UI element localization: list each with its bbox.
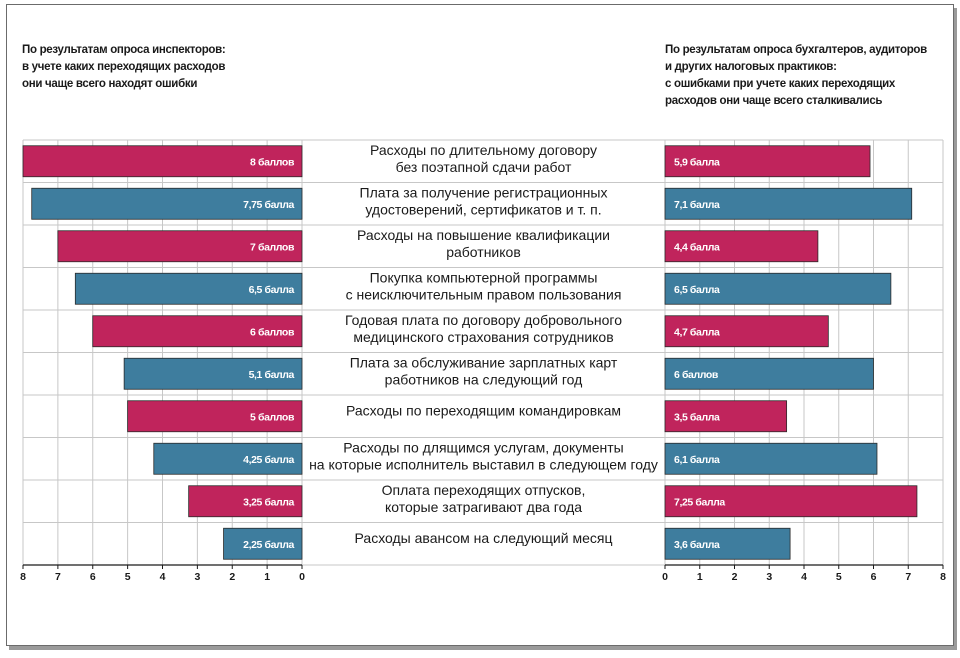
- right-bar-value-label: 7,25 балла: [674, 496, 725, 508]
- left-tick-label: 5: [125, 571, 131, 583]
- category-label-line: Расходы авансом на следующий месяц: [355, 530, 613, 546]
- category-label-line: которые затрагивают два года: [385, 499, 582, 515]
- right-bar-value-label: 6 баллов: [674, 369, 719, 381]
- left-bar: [57, 230, 303, 263]
- left-bar-value-label: 5,1 балла: [249, 369, 295, 381]
- category-label-line: Покупка компьютерной программы: [370, 269, 598, 285]
- right-bar: [664, 485, 918, 518]
- left-tick-label: 4: [160, 571, 166, 583]
- category-label-line: Расходы по длящимся услугам, документы: [343, 439, 623, 455]
- right-bar: [664, 230, 819, 263]
- left-bar-value-label: 2,25 балла: [243, 539, 294, 551]
- right-tick-label: 0: [662, 571, 668, 583]
- category-label: Годовая плата по договору добровольного м…: [345, 312, 622, 345]
- category-label: Покупка компьютерной программы с неисключ…: [346, 269, 622, 302]
- right-bar-value-label: 3,5 балла: [674, 411, 720, 423]
- left-bar: [127, 400, 303, 433]
- category-label: Расходы авансом на следующий месяц: [355, 530, 613, 546]
- category-label-line: работников на следующий год: [385, 371, 583, 387]
- category-label-line: Плата за получение регистрационных: [360, 184, 608, 200]
- left-bar: [223, 527, 303, 560]
- category-label: Плата за получение регистрационных удосто…: [360, 184, 608, 217]
- left-tick-label: 6: [90, 571, 96, 583]
- category-label-line: Плата за обслуживание зарплатных карт: [350, 354, 618, 370]
- left-bar: [22, 145, 303, 178]
- category-label-line: Годовая плата по договору добровольного: [345, 312, 622, 328]
- right-tick-label: 6: [871, 571, 877, 583]
- right-bar-value-label: 3,6 балла: [674, 539, 720, 551]
- left-bar-value-label: 8 баллов: [250, 156, 295, 168]
- category-label: Расходы по длящимся услугам, документы на…: [309, 439, 658, 472]
- left-tick-label: 1: [264, 571, 270, 583]
- right-tick-label: 4: [801, 571, 807, 583]
- category-label: Плата за обслуживание зарплатных карт раб…: [350, 354, 618, 387]
- category-label: Расходы на повышение квалификации работни…: [357, 227, 610, 260]
- left-bar-value-label: 6,5 балла: [249, 284, 295, 296]
- left-chart-title: По результатам опроса инспекторов: в уче…: [22, 44, 226, 90]
- left-bar-value-label: 3,25 балла: [243, 496, 294, 508]
- right-bar-value-label: 6,5 балла: [674, 284, 720, 296]
- right-bar: [664, 187, 913, 220]
- category-label-line: медицинского страхования сотрудников: [353, 329, 613, 345]
- right-chart-title: По результатам опроса бухгалтеров, аудит…: [665, 44, 927, 107]
- left-bar-value-label: 4,25 балла: [243, 454, 294, 466]
- left-tick-label: 8: [20, 571, 26, 583]
- right-bar: [664, 145, 871, 178]
- left-tick-label: 3: [194, 571, 200, 583]
- category-label-line: с неисключительным правом пользования: [346, 286, 622, 302]
- category-label-line: удостоверений, сертификатов и т. п.: [365, 201, 601, 217]
- right-tick-label: 5: [836, 571, 842, 583]
- left-bar: [74, 272, 303, 305]
- left-bar: [92, 315, 303, 348]
- category-label: Расходы по переходящим командировкам: [346, 402, 621, 418]
- right-bar-value-label: 4,4 балла: [674, 241, 720, 253]
- left-bar-value-label: 6 баллов: [250, 326, 295, 338]
- left-bar: [31, 187, 303, 220]
- right-bar-value-label: 5,9 балла: [674, 156, 720, 168]
- left-bar-value-label: 7 баллов: [250, 241, 295, 253]
- right-tick-label: 2: [732, 571, 738, 583]
- category-label: Оплата переходящих отпусков, которые затр…: [382, 482, 586, 515]
- left-bar-value-label: 7,75 балла: [243, 199, 294, 211]
- left-tick-label: 2: [229, 571, 235, 583]
- right-bar: [664, 272, 892, 305]
- left-tick-label: 7: [55, 571, 61, 583]
- category-label-line: работников: [446, 244, 521, 260]
- category-label-line: Расходы на повышение квалификации: [357, 227, 610, 243]
- right-tick-label: 7: [905, 571, 911, 583]
- right-bar: [664, 527, 791, 560]
- right-bar: [664, 442, 878, 475]
- right-bar: [664, 315, 829, 348]
- left-bar-value-label: 5 баллов: [250, 411, 295, 423]
- left-tick-label: 0: [299, 571, 305, 583]
- right-bar: [664, 400, 788, 433]
- right-bar: [664, 357, 874, 390]
- right-tick-label: 8: [940, 571, 946, 583]
- right-bar-value-label: 4,7 балла: [674, 326, 720, 338]
- category-label-line: Расходы по длительному договору: [370, 142, 597, 158]
- right-tick-label: 1: [697, 571, 703, 583]
- category-label-line: без поэтапной сдачи работ: [396, 159, 572, 175]
- left-bar: [188, 485, 303, 518]
- category-label-line: Оплата переходящих отпусков,: [382, 482, 586, 498]
- left-bar: [123, 357, 303, 390]
- category-label-line: Расходы по переходящим командировкам: [346, 402, 621, 418]
- right-bar-value-label: 7,1 балла: [674, 199, 720, 211]
- category-label: Расходы по длительному договору без поэта…: [370, 142, 597, 175]
- left-bar: [153, 442, 303, 475]
- right-tick-label: 3: [766, 571, 772, 583]
- category-label-line: на которые исполнитель выставил в следую…: [309, 456, 658, 472]
- right-bar-value-label: 6,1 балла: [674, 454, 720, 466]
